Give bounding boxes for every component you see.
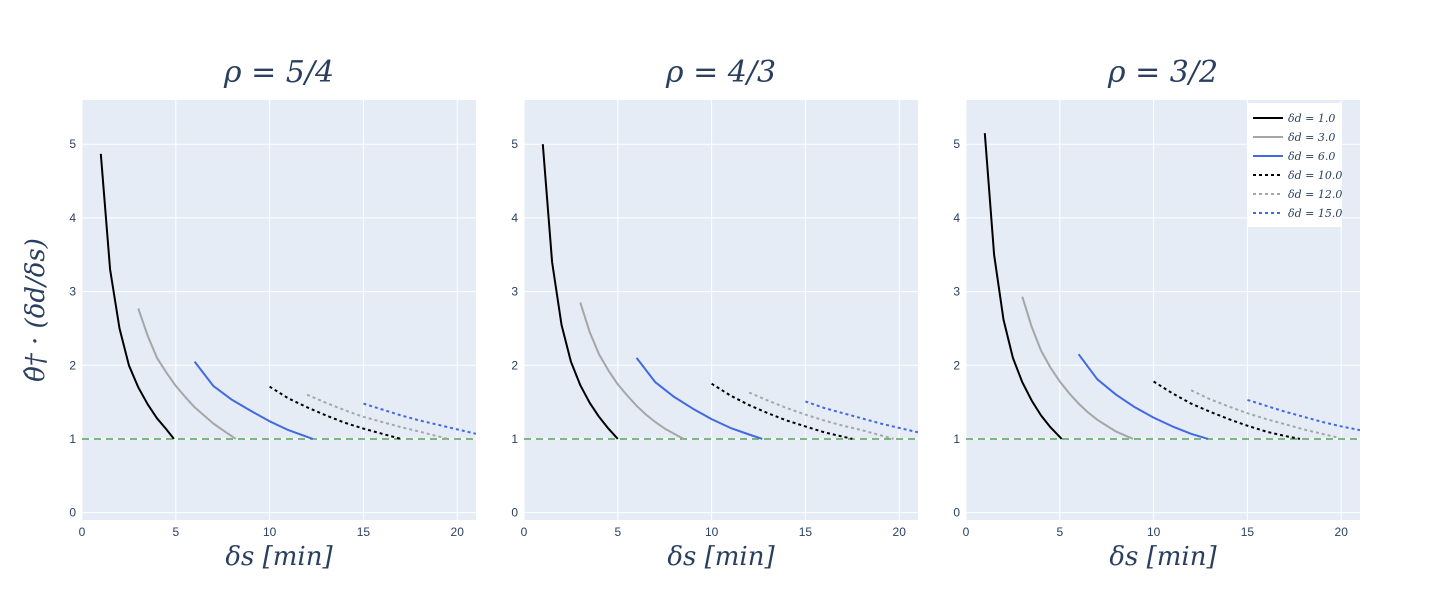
series-line (1077, 353, 1209, 440)
y-tick-label: 5 (69, 137, 76, 151)
plot-area (82, 100, 476, 520)
series-line (1021, 296, 1134, 440)
x-tick-label: 10 (1147, 525, 1161, 539)
x-tick-label: 20 (451, 525, 465, 539)
legend-label: δd = 15.0 (1288, 207, 1342, 220)
y-tick-label: 3 (511, 285, 518, 299)
y-tick-label: 4 (69, 211, 76, 225)
y-tick-label: 4 (953, 211, 960, 225)
y-tick-label: 3 (69, 285, 76, 299)
series-line (983, 133, 1063, 440)
y-tick-label: 1 (511, 432, 518, 446)
x-tick-label: 5 (1056, 525, 1063, 539)
x-tick-label: 15 (1241, 525, 1255, 539)
x-tick-label: 0 (963, 525, 970, 539)
legend-box (1247, 103, 1342, 227)
series-line (541, 144, 619, 440)
series-line (805, 400, 918, 434)
legend-label: δd = 10.0 (1288, 169, 1342, 182)
x-tick-label: 10 (263, 525, 277, 539)
series-line (635, 357, 763, 440)
legend-label: δd = 1.0 (1288, 112, 1335, 125)
series-line (193, 360, 314, 440)
y-tick-label: 2 (69, 358, 76, 372)
y-tick-label: 0 (511, 506, 518, 520)
panel-1: 0 5 10 15 20 0 1 2 3 4 5 ρ = 5/4 δs [min] (69, 55, 476, 572)
y-tick-label: 4 (511, 211, 518, 225)
x-tick-label: 0 (79, 525, 86, 539)
legend-label: δd = 6.0 (1288, 150, 1335, 163)
series-line (1153, 380, 1301, 440)
panel-title: ρ = 4/3 (665, 55, 776, 90)
x-tick-label: 20 (1335, 525, 1349, 539)
series-line (137, 308, 237, 440)
series-line (1247, 398, 1360, 432)
x-tick-label: 5 (172, 525, 179, 539)
x-tick-label: 20 (893, 525, 907, 539)
y-tick-label: 1 (69, 432, 76, 446)
x-tick-label: 15 (799, 525, 813, 539)
series-line (363, 402, 476, 435)
x-tick-label: 5 (614, 525, 621, 539)
series-line (306, 393, 449, 440)
y-tick-label: 5 (511, 137, 518, 151)
series-line (99, 153, 175, 440)
x-tick-label: 15 (357, 525, 371, 539)
legend: δd = 1.0 δd = 3.0 δd = 6.0 δd = 10.0 δd = 12… (1247, 103, 1342, 227)
y-tick-label: 3 (953, 285, 960, 299)
y-tick-label: 0 (69, 506, 76, 520)
legend-label: δd = 12.0 (1288, 188, 1342, 201)
series-line (579, 302, 684, 440)
y-axis-title: θ̂† · (δd/δs) (21, 238, 51, 382)
x-axis-title: δs [min] (225, 542, 333, 572)
legend-label: δd = 3.0 (1288, 131, 1335, 144)
x-tick-label: 10 (705, 525, 719, 539)
x-axis-title: δs [min] (667, 542, 775, 572)
series-line (711, 382, 853, 440)
y-tick-label: 0 (953, 506, 960, 520)
series-group (541, 144, 918, 440)
y-tick-label: 2 (511, 358, 518, 372)
series-line (748, 391, 894, 440)
x-tick-label: 0 (521, 525, 528, 539)
series-line (1190, 389, 1338, 439)
plot-area (524, 100, 918, 520)
panel-title: ρ = 5/4 (223, 55, 334, 90)
series-group (983, 133, 1360, 440)
y-tick-label: 5 (953, 137, 960, 151)
series-line (269, 385, 402, 440)
x-axis-title: δs [min] (1109, 542, 1217, 572)
y-tick-label: 1 (953, 432, 960, 446)
panel-title: ρ = 3/2 (1107, 55, 1218, 90)
panel-2: 0 5 10 15 20 0 1 2 3 4 5 ρ = 4/3 δs [min] (511, 55, 918, 572)
y-tick-label: 2 (953, 358, 960, 372)
series-group (99, 153, 476, 440)
